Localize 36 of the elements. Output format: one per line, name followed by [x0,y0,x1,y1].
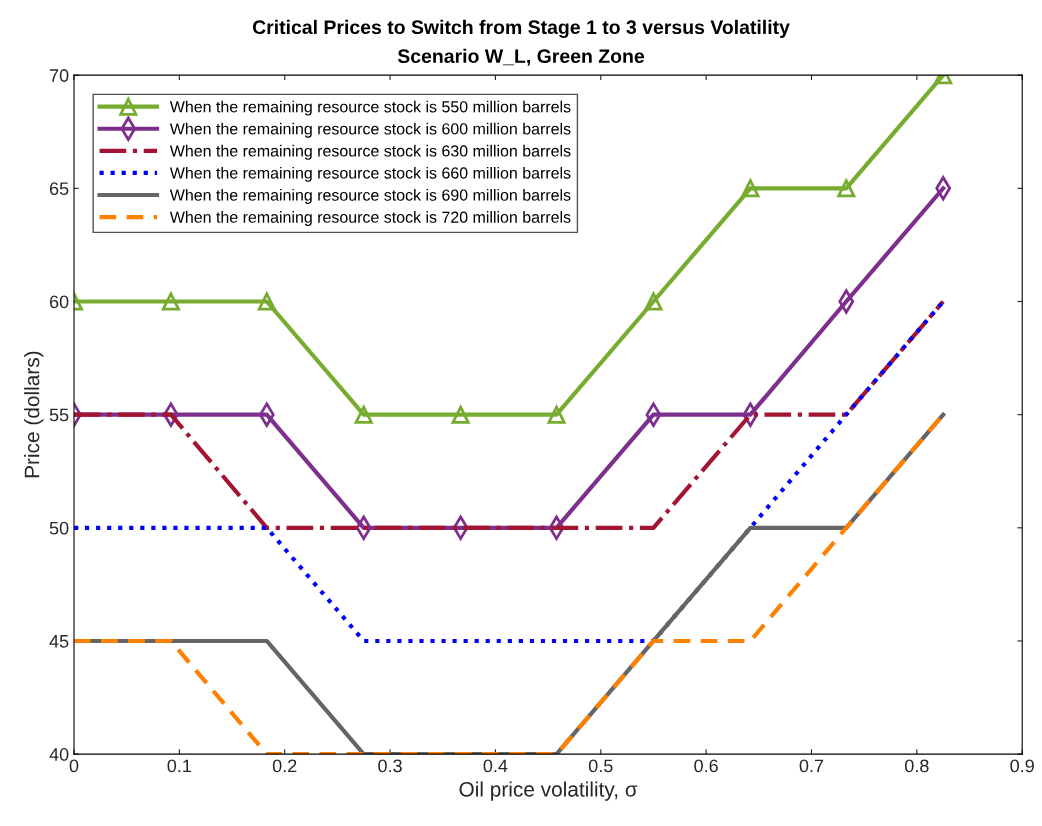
legend-label: When the remaining resource stock is 660 million barrels [169,166,571,182]
chart-subtitle: Scenario W_L, Green Zone [397,48,645,66]
point [741,179,760,198]
chart-title: Critical Prices to Switch from Stage 1 to 3 versus Volatility [252,19,790,39]
y-tick-label: 45 [49,635,69,648]
x-axis-title: Oil price volatility, σ [459,781,638,801]
point [837,179,856,198]
y-tick-label: 65 [49,182,69,196]
x-tick-label: 0.7 [799,759,824,773]
point [354,405,373,424]
x-tick-label: 0.2 [272,759,297,773]
legend-label: When the remaining resource stock is 550 million barrels [169,100,571,116]
x-tick-label: 0.9 [1010,759,1034,773]
legend-label: When the remaining resource stock is 720 million barrels [169,211,571,226]
x-tick-label: 0.4 [483,759,508,773]
x-tick-label: 0 [69,759,79,773]
y-tick-label: 55 [49,408,69,422]
legend-label: When the remaining resource stock is 690 million barrels [169,189,571,204]
x-tick-label: 0.1 [167,759,192,773]
point [257,292,276,311]
point [161,292,180,311]
legend-label: When the remaining resource stock is 630 million barrels [169,144,571,160]
point [547,405,566,424]
y-tick-label: 50 [49,521,69,535]
y-axis-title: Price (dollars) [24,351,44,478]
x-tick-label: 0.6 [694,759,718,773]
y-tick-label: 70 [49,69,69,82]
point [451,405,470,424]
x-tick-label: 0.8 [905,759,929,773]
line-series [73,412,946,755]
x-tick-label: 0.5 [588,759,613,773]
y-tick-label: 60 [49,295,69,309]
legend-label: When the remaining resource stock is 600 million barrels [169,122,571,138]
x-tick-label: 0.3 [378,759,402,773]
point [644,292,663,311]
y-tick-label: 40 [49,748,69,761]
